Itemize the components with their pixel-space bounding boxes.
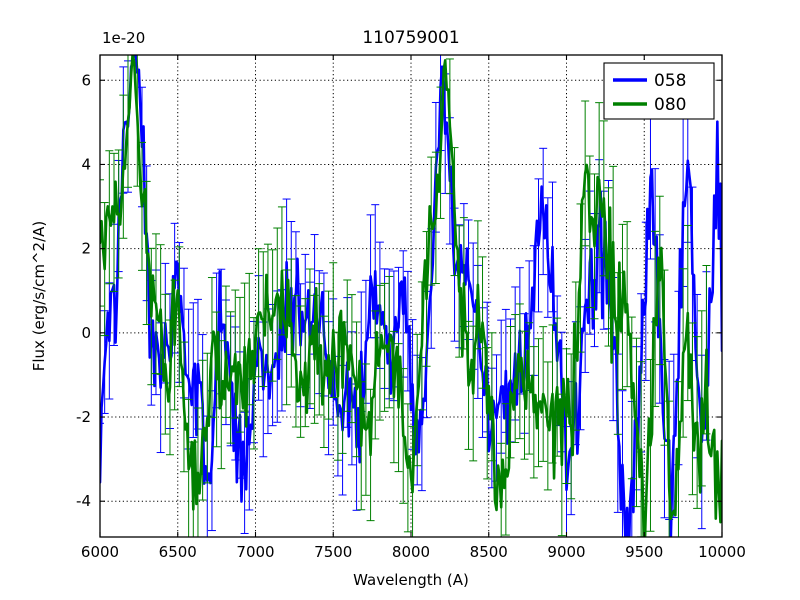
y-tick-label: -2 xyxy=(76,408,91,426)
x-axis-label: Wavelength (A) xyxy=(353,571,469,589)
y-axis-label: Flux (erg/s/cm^2/A) xyxy=(30,221,48,372)
spectrum-line-080 xyxy=(100,55,722,537)
x-tick-label: 9500 xyxy=(625,543,663,561)
page-title: 110759001 xyxy=(362,28,459,48)
x-tick-label: 8000 xyxy=(392,543,430,561)
y-axis-offset-label: 1e-20 xyxy=(102,29,145,47)
ticks-layer: 6000 6500 7000 7500 8000 8500 9000 9500 10000 -4 -… xyxy=(76,55,746,561)
y-tick-label: 4 xyxy=(81,155,91,173)
x-tick-label: 7000 xyxy=(236,543,274,561)
x-tick-label: 7500 xyxy=(314,543,352,561)
y-tick-label: 0 xyxy=(81,324,91,342)
legend-label-080: 080 xyxy=(654,95,686,115)
y-tick-label: 2 xyxy=(81,240,91,258)
legend-box xyxy=(603,62,715,120)
data-layer xyxy=(100,55,722,537)
x-tick-label: 6500 xyxy=(159,543,197,561)
x-tick-label: 6000 xyxy=(81,543,119,561)
y-tick-label: 6 xyxy=(81,71,91,89)
legend-label-058: 058 xyxy=(654,71,686,91)
x-tick-label: 9000 xyxy=(547,543,585,561)
y-tick-label: -4 xyxy=(76,492,91,510)
x-tick-label: 10000 xyxy=(698,543,746,561)
spectrum-line-058 xyxy=(100,55,722,537)
x-tick-label: 8500 xyxy=(470,543,508,561)
labels-layer: 110759001 1e-20 Wavelength (A) Flux (erg… xyxy=(30,28,469,589)
